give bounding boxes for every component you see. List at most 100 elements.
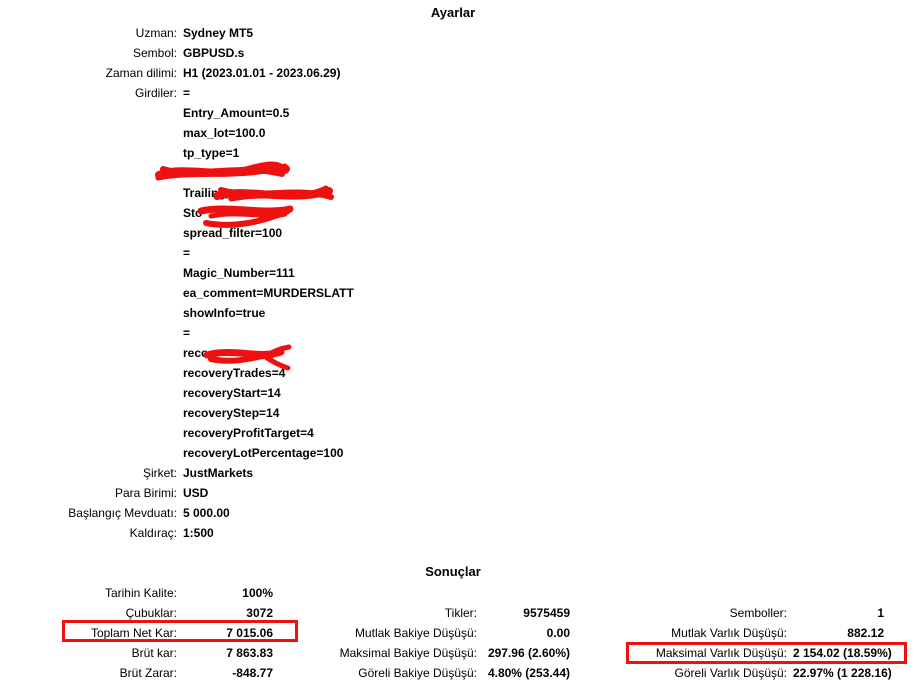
field-label: Kaldıraç: [129, 526, 177, 540]
input-text: Sto [183, 206, 203, 220]
input-line: ea_comment=MURDERSLATT [0, 283, 354, 303]
field-value: 1:500 [183, 526, 214, 540]
input-text: max_lot=100.0 [183, 126, 266, 140]
input-text: recoveryLotPercentage=100 [183, 446, 344, 460]
field-label: Girdiler: [134, 86, 177, 100]
field-value: 5 000.00 [183, 506, 230, 520]
result-value: 297.96 (2.60%) [487, 646, 570, 660]
results-row: Toplam Net Kar: 7 015.06 Mutlak Bakiye D… [0, 623, 884, 643]
result-value: 3072 [246, 606, 273, 620]
input-line-redacted: reco [0, 343, 354, 363]
input-line: recoveryStep=14 [0, 403, 354, 423]
input-line: = [0, 323, 354, 343]
input-text: recoveryProfitTarget=4 [183, 426, 314, 440]
input-line-redacted: Sto [0, 203, 354, 223]
input-text: recoveryStep=14 [183, 406, 280, 420]
settings-row-currency: Para Birimi: USD [0, 483, 354, 503]
input-line: recoveryStart=14 [0, 383, 354, 403]
result-label: Maksimal Bakiye Düşüşü: [339, 646, 477, 660]
input-line: Magic_Number=111 [0, 263, 354, 283]
result-label: Toplam Net Kar: [90, 626, 177, 640]
settings-row-company: Şirket: JustMarkets [0, 463, 354, 483]
input-line: tp_type=1 [0, 143, 354, 163]
input-line: recoveryTrades=4 [0, 363, 354, 383]
field-label: Başlangıç Mevduatı: [68, 506, 177, 520]
input-line: recoveryProfitTarget=4 [0, 423, 354, 443]
input-text: Entry_Amount=0.5 [183, 106, 290, 120]
field-label: Şirket: [142, 466, 177, 480]
result-value: 1 [877, 606, 884, 620]
field-label: Para Birimi: [114, 486, 177, 500]
result-label: Semboller: [729, 606, 787, 620]
settings-row-timeframe: Zaman dilimi: H1 (2023.01.01 - 2023.06.2… [0, 63, 354, 83]
results-row: Brüt Zarar: -848.77 Göreli Bakiye Düşüşü… [0, 663, 892, 683]
result-value-max-equity-drawdown: 2 154.02 (18.59%) [793, 646, 892, 660]
result-value: 7 863.83 [226, 646, 273, 660]
input-text: ea_comment=MURDERSLATT [183, 286, 354, 300]
input-line: max_lot=100.0 [0, 123, 354, 143]
result-value: 4.80% (253.44) [487, 666, 570, 680]
results-row: Tarihin Kalite: 100% [0, 583, 884, 603]
result-label [570, 583, 787, 603]
input-text: Magic_Number=111 [183, 266, 295, 280]
field-value: JustMarkets [183, 466, 254, 480]
input-line-redacted: Trailing_ [0, 183, 354, 203]
input-line: spread_filter=100 [0, 223, 354, 243]
result-label: Mutlak Varlık Düşüşü: [671, 626, 787, 640]
result-value: 100% [242, 586, 273, 600]
highlight-box-net-profit [62, 620, 298, 642]
field-value: H1 (2023.01.01 - 2023.06.29) [183, 66, 341, 80]
input-text: recoveryStart=14 [183, 386, 281, 400]
field-value: Sydney MT5 [183, 26, 254, 40]
field-label: Zaman dilimi: [105, 66, 177, 80]
result-label: Çubuklar: [125, 606, 177, 620]
highlight-box-max-equity-drawdown [626, 642, 907, 664]
result-value-net-profit: 7 015.06 [226, 626, 273, 640]
input-line: = [0, 243, 354, 263]
results-row: Brüt kar: 7 863.83 Maksimal Bakiye Düşüş… [0, 643, 892, 663]
results-row: Çubuklar: 3072 Tikler: 9575459 Semboller… [0, 603, 884, 623]
result-label [273, 583, 477, 603]
result-label: Göreli Varlık Düşüşü: [674, 666, 787, 680]
result-label: Maksimal Varlık Düşüşü: [655, 646, 787, 660]
settings-section-title: Ayarlar [430, 5, 476, 20]
input-text: tp_type=1 [183, 146, 240, 160]
result-label: Tikler: [444, 606, 477, 620]
settings-row-leverage: Kaldıraç: 1:500 [0, 523, 354, 543]
input-text: = [183, 326, 191, 340]
results-section-title: Sonuçlar [425, 564, 481, 579]
result-value: -848.77 [232, 666, 273, 680]
result-value: 22.97% (1 228.16) [793, 666, 892, 680]
field-label: Uzman: [135, 26, 177, 40]
result-value: 0.00 [546, 626, 570, 640]
result-label: Tarihin Kalite: [104, 586, 177, 600]
result-value: 9575459 [523, 606, 570, 620]
field-label: Sembol: [132, 46, 177, 60]
input-line: Entry_Amount=0.5 [0, 103, 354, 123]
input-text: recoveryTrades=4 [183, 366, 286, 380]
settings-row-inputs: Girdiler: = [0, 83, 354, 103]
input-text: reco [183, 346, 209, 360]
settings-row-initial-deposit: Başlangıç Mevduatı: 5 000.00 [0, 503, 354, 523]
input-text: showInfo=true [183, 306, 266, 320]
field-value: USD [183, 486, 209, 500]
result-value [793, 583, 884, 603]
settings-row-expert: Uzman: Sydney MT5 [0, 23, 354, 43]
input-line: showInfo=true [0, 303, 354, 323]
input-text: Trailing_ [183, 186, 233, 200]
result-label: Brüt Zarar: [119, 666, 177, 680]
input-line: recoveryLotPercentage=100 [0, 443, 354, 463]
input-text: = [183, 246, 191, 260]
input-line-redacted [0, 163, 354, 183]
result-label: Mutlak Bakiye Düşüşü: [354, 626, 477, 640]
result-label: Göreli Bakiye Düşüşü: [358, 666, 477, 680]
result-label: Brüt kar: [131, 646, 177, 660]
field-value: GBPUSD.s [183, 46, 245, 60]
input-text: spread_filter=100 [183, 226, 283, 240]
settings-section: Uzman: Sydney MT5 Sembol: GBPUSD.s Zaman… [0, 23, 354, 543]
results-section: Tarihin Kalite: 100% Çubuklar: 3072 Tikl… [0, 583, 892, 683]
field-value: = [183, 86, 191, 100]
result-value: 882.12 [847, 626, 884, 640]
settings-row-symbol: Sembol: GBPUSD.s [0, 43, 354, 63]
